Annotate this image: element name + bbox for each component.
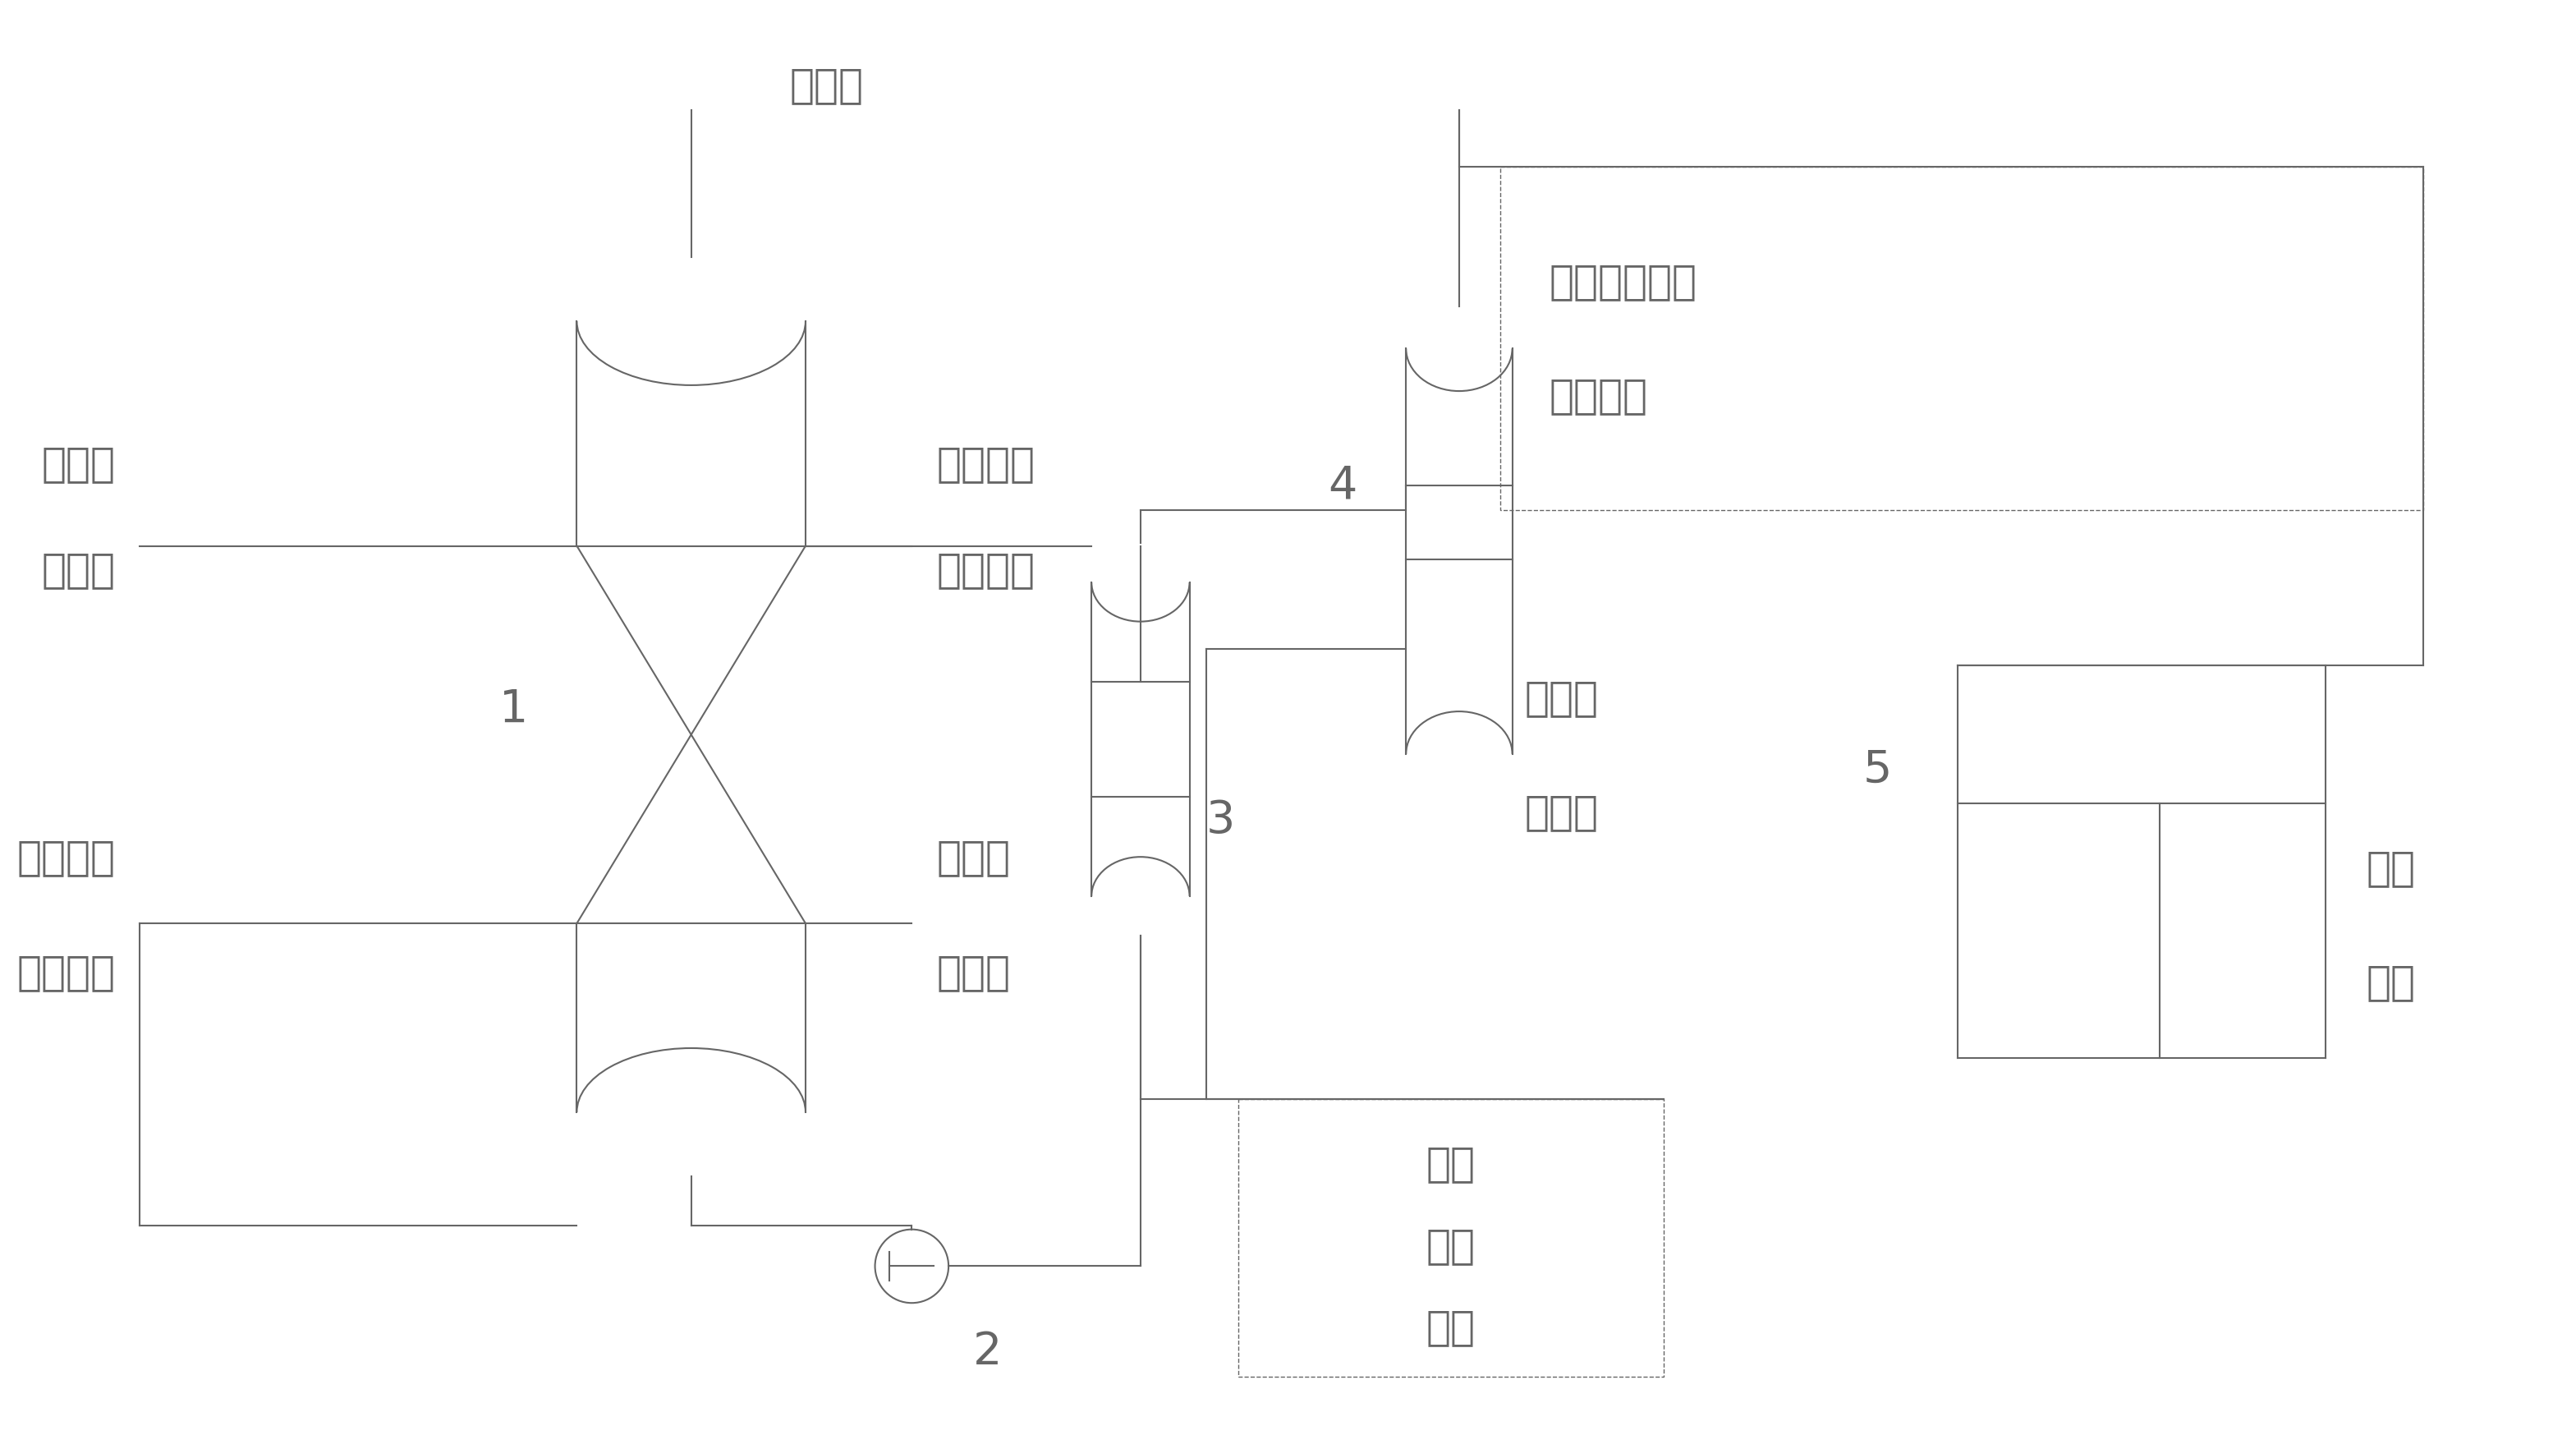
Text: 后进: 后进: [2365, 964, 2416, 1003]
Text: 部分: 部分: [1427, 1308, 1476, 1348]
Bar: [1499, 167, 2424, 510]
Bar: [1239, 1098, 1664, 1377]
Text: 循环瓦斯: 循环瓦斯: [935, 445, 1036, 484]
Text: 油泥: 油泥: [1427, 1145, 1476, 1184]
Text: 4: 4: [1329, 464, 1358, 509]
Text: 循环水: 循环水: [788, 65, 863, 106]
Text: 2: 2: [974, 1330, 1002, 1374]
Text: 5: 5: [1862, 748, 1893, 793]
Text: 干馏炉: 干馏炉: [41, 551, 116, 590]
Text: 循环瓦斯: 循环瓦斯: [15, 839, 116, 878]
Text: 1: 1: [500, 687, 528, 732]
Text: 油气进: 油气进: [935, 839, 1010, 878]
Text: 自冷却塔: 自冷却塔: [935, 551, 1036, 590]
Text: 油气自: 油气自: [41, 445, 116, 484]
Text: 处理: 处理: [1427, 1226, 1476, 1265]
Text: 返图瓦: 返图瓦: [1525, 793, 1600, 833]
Text: 循环水: 循环水: [1525, 678, 1600, 719]
Text: 油污进入后续: 油污进入后续: [1548, 262, 1698, 301]
Text: 计量: 计量: [2365, 849, 2416, 888]
Text: 3: 3: [1206, 798, 1234, 843]
Text: 空气塔: 空气塔: [935, 953, 1010, 993]
Text: 脱油处理: 脱油处理: [1548, 377, 1649, 416]
Text: 返回加热: 返回加热: [15, 953, 116, 993]
